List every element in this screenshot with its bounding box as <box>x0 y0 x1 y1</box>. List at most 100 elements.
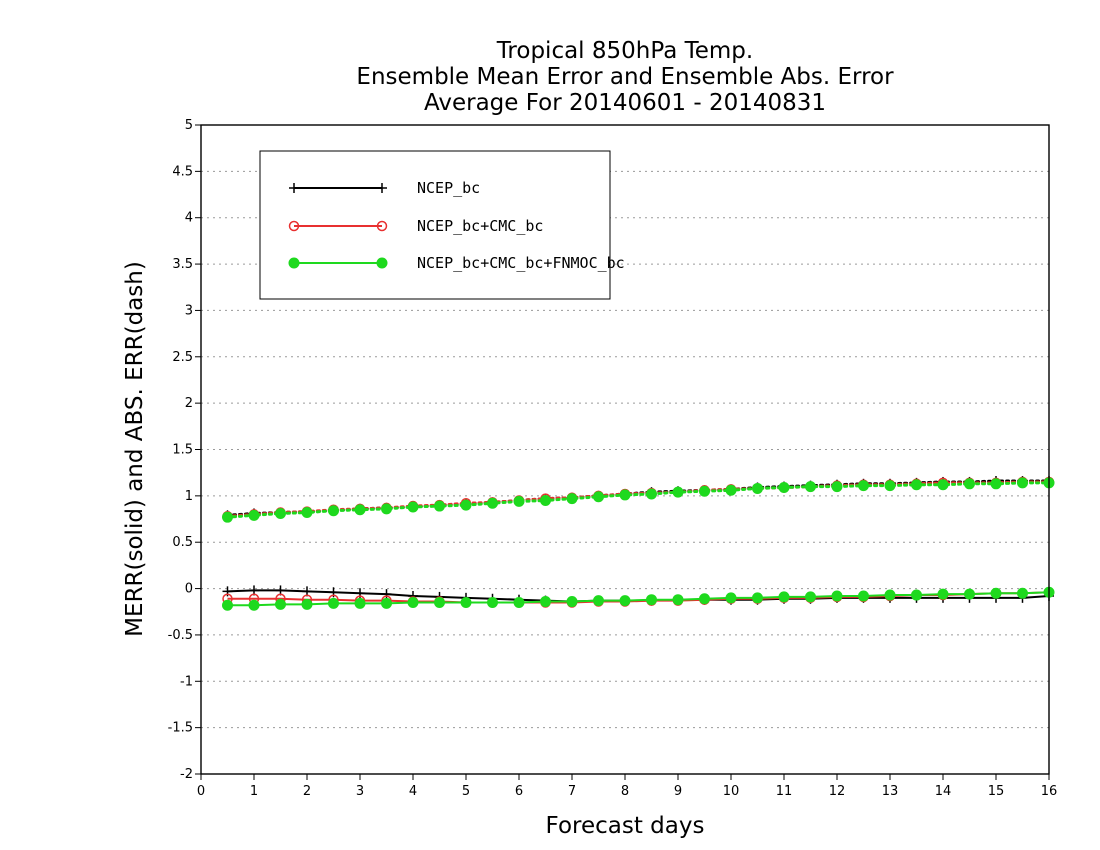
point-abs-err-ncep-bc-cmc-bc-fnmoc-bc <box>1017 477 1028 489</box>
point-abs-err-ncep-bc-cmc-bc-fnmoc-bc <box>487 497 498 509</box>
x-tick-label: 4 <box>409 784 417 799</box>
point-abs-err-ncep-bc-cmc-bc-fnmoc-bc <box>911 479 922 491</box>
x-tick-label: 12 <box>829 784 846 799</box>
point-abs-err-ncep-bc-cmc-bc-fnmoc-bc <box>937 479 949 491</box>
point-merr-ncep-bc-cmc-bc-fnmoc-bc <box>646 594 657 606</box>
point-abs-err-ncep-bc-cmc-bc-fnmoc-bc <box>566 493 578 505</box>
point-abs-err-ncep-bc-cmc-bc-fnmoc-bc <box>699 485 710 497</box>
y-tick-label: 2.5 <box>172 350 193 365</box>
x-tick-label: 3 <box>356 784 364 799</box>
x-tick-label: 1 <box>250 784 258 799</box>
point-abs-err-ncep-bc-cmc-bc-fnmoc-bc <box>460 499 472 511</box>
y-axis-label: MERR(solid) and ABS. ERR(dash) <box>122 261 148 637</box>
x-tick-label: 13 <box>882 784 899 799</box>
chart-title-line-1: Tropical 850hPa Temp. <box>496 38 753 64</box>
x-tick-label: 6 <box>515 784 523 799</box>
y-tick-label: 0 <box>185 582 193 597</box>
point-merr-ncep-bc-cmc-bc-fnmoc-bc <box>301 598 313 610</box>
point-abs-err-ncep-bc-cmc-bc-fnmoc-bc <box>646 488 657 500</box>
point-merr-ncep-bc-cmc-bc-fnmoc-bc <box>672 594 684 606</box>
point-abs-err-ncep-bc-cmc-bc-fnmoc-bc <box>778 482 790 494</box>
legend-marker-ncep-bc-cmc-bc-fnmoc-bc <box>376 257 388 269</box>
y-tick-label: 1.5 <box>172 443 193 458</box>
point-abs-err-ncep-bc-cmc-bc-fnmoc-bc <box>725 484 737 496</box>
y-tick-label: 0.5 <box>172 535 193 550</box>
point-merr-ncep-bc-cmc-bc-fnmoc-bc <box>593 595 604 607</box>
x-tick-label: 11 <box>776 784 793 799</box>
point-abs-err-ncep-bc-cmc-bc-fnmoc-bc <box>275 507 286 519</box>
y-tick-label: 1 <box>185 489 193 504</box>
y-tick-label: 2 <box>185 396 193 411</box>
x-tick-label: 9 <box>674 784 682 799</box>
point-abs-err-ncep-bc-cmc-bc-fnmoc-bc <box>354 504 366 516</box>
point-merr-ncep-bc-cmc-bc-fnmoc-bc <box>831 590 843 602</box>
legend-label-ncep-bc: NCEP_bc <box>417 179 480 197</box>
point-abs-err-ncep-bc-cmc-bc-fnmoc-bc <box>540 494 551 506</box>
y-tick-label: 3 <box>185 303 193 318</box>
point-abs-err-ncep-bc-cmc-bc-fnmoc-bc <box>805 481 816 493</box>
point-abs-err-ncep-bc-cmc-bc-fnmoc-bc <box>301 507 313 519</box>
point-abs-err-ncep-bc-cmc-bc-fnmoc-bc <box>619 489 631 501</box>
point-merr-ncep-bc-cmc-bc-fnmoc-bc <box>725 592 737 604</box>
point-merr-ncep-bc-cmc-bc-fnmoc-bc <box>487 596 498 608</box>
y-tick-label: 4.5 <box>172 164 193 179</box>
x-tick-label: 5 <box>462 784 470 799</box>
point-merr-ncep-bc-cmc-bc-fnmoc-bc <box>381 597 392 609</box>
x-tick-label: 14 <box>935 784 952 799</box>
point-abs-err-ncep-bc-cmc-bc-fnmoc-bc <box>513 495 525 507</box>
legend-marker-ncep-bc <box>377 183 387 193</box>
x-tick-label: 10 <box>723 784 740 799</box>
plot-frame <box>200 124 1050 775</box>
x-tick-label: 8 <box>621 784 629 799</box>
y-tick-label: -1.5 <box>168 721 193 736</box>
x-tick-label: 0 <box>197 784 205 799</box>
point-abs-err-ncep-bc-cmc-bc-fnmoc-bc <box>858 480 869 492</box>
point-merr-ncep-bc-cmc-bc-fnmoc-bc <box>566 596 578 608</box>
y-tick-label: 3.5 <box>172 257 193 272</box>
x-tick-label: 2 <box>303 784 311 799</box>
point-abs-err-ncep-bc-cmc-bc-fnmoc-bc <box>222 511 233 523</box>
y-tick-label: -0.5 <box>168 628 193 643</box>
point-merr-ncep-bc-cmc-bc-fnmoc-bc <box>619 595 631 607</box>
axis-ticks: -2-1.5-1-0.500.511.522.533.544.550 1 2 3 4 5 6… <box>168 118 1058 799</box>
legend: NCEP_bc NCEP_bc+CMC_bc NCEP_bc+CMC_bc+FNMO… <box>259 150 625 300</box>
point-abs-err-ncep-bc-cmc-bc-fnmoc-bc <box>831 481 843 493</box>
point-abs-err-ncep-bc-cmc-bc-fnmoc-bc <box>672 486 684 498</box>
chart-title-line-2: Ensemble Mean Error and Ensemble Abs. Er… <box>356 64 894 90</box>
legend-marker-ncep-bc <box>289 183 299 193</box>
point-abs-err-ncep-bc-cmc-bc-fnmoc-bc <box>593 491 604 503</box>
point-abs-err-ncep-bc-cmc-bc-fnmoc-bc <box>752 482 763 494</box>
point-merr-ncep-bc-cmc-bc-fnmoc-bc <box>354 597 366 609</box>
point-merr-ncep-bc-cmc-bc-fnmoc-bc <box>328 597 339 609</box>
point-abs-err-ncep-bc-cmc-bc-fnmoc-bc <box>964 478 975 490</box>
point-merr-ncep-bc-cmc-bc-fnmoc-bc <box>990 587 1002 599</box>
x-tick-label: 7 <box>568 784 576 799</box>
point-abs-err-ncep-bc-cmc-bc-fnmoc-bc <box>884 480 896 492</box>
legend-marker-ncep-bc-cmc-bc <box>288 220 300 232</box>
x-axis-label: Forecast days <box>546 813 705 839</box>
point-merr-ncep-bc-cmc-bc-fnmoc-bc <box>752 592 763 604</box>
legend-marker-ncep-bc-cmc-bc <box>376 220 388 232</box>
y-tick-label: 4 <box>185 211 193 226</box>
point-abs-err-ncep-bc-cmc-bc-fnmoc-bc <box>434 500 445 512</box>
x-tick-label: 15 <box>988 784 1005 799</box>
x-tick-label: 16 <box>1041 784 1058 799</box>
point-merr-ncep-bc-cmc-bc-fnmoc-bc <box>778 591 790 603</box>
point-abs-err-ncep-bc-cmc-bc-fnmoc-bc <box>990 478 1002 490</box>
legend-label-ncep-bc-cmc-bc-fnmoc-bc: NCEP_bc+CMC_bc+FNMOC_bc <box>417 254 625 272</box>
y-tick-label: -1 <box>180 674 193 689</box>
point-merr-ncep-bc-cmc-bc-fnmoc-bc <box>460 596 472 608</box>
point-abs-err-ncep-bc-cmc-bc-fnmoc-bc <box>407 501 419 513</box>
point-merr-ncep-bc-cmc-bc-fnmoc-bc <box>248 599 260 611</box>
point-merr-ncep-bc-cmc-bc-fnmoc-bc <box>513 596 525 608</box>
point-merr-ncep-bc-cmc-bc-fnmoc-bc <box>911 589 922 601</box>
point-merr-ncep-bc-cmc-bc-fnmoc-bc <box>1017 587 1028 599</box>
series-layer <box>222 476 1055 611</box>
point-merr-ncep-bc-cmc-bc-fnmoc-bc <box>937 588 949 600</box>
y-tick-label: -2 <box>180 767 193 782</box>
chart-title-line-3: Average For 20140601 - 20140831 <box>424 90 826 116</box>
point-merr-ncep-bc-cmc-bc-fnmoc-bc <box>805 591 816 603</box>
legend-label-ncep-bc-cmc-bc: NCEP_bc+CMC_bc <box>417 217 543 235</box>
